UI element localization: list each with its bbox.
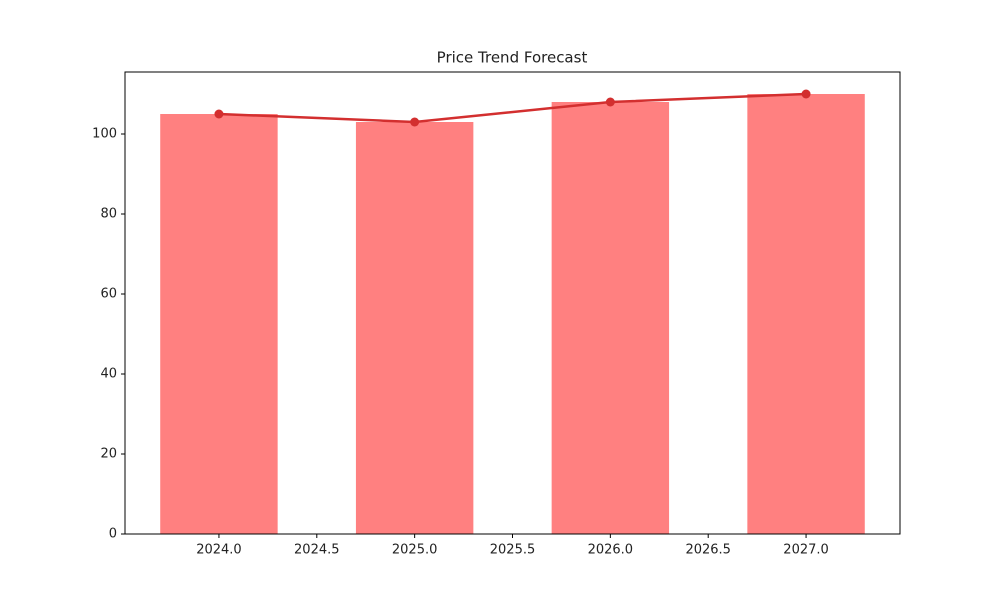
x-tick-label: 2024.5 bbox=[294, 543, 340, 558]
line-point bbox=[801, 89, 811, 99]
x-tick-label: 2026.5 bbox=[685, 543, 731, 558]
y-tick-label: 60 bbox=[100, 287, 117, 302]
line-point bbox=[214, 109, 224, 119]
y-tick-label: 80 bbox=[100, 207, 117, 222]
line-point bbox=[410, 117, 420, 127]
y-tick-label: 40 bbox=[100, 367, 117, 382]
x-tick-label: 2026.0 bbox=[588, 543, 634, 558]
plot-frame bbox=[124, 71, 901, 535]
x-tick-label: 2025.5 bbox=[490, 543, 536, 558]
bar bbox=[160, 114, 278, 534]
bar bbox=[551, 102, 670, 534]
y-tick-label: 20 bbox=[100, 447, 117, 462]
line bbox=[218, 92, 807, 124]
bar bbox=[355, 122, 474, 534]
x-tick-label: 2027.0 bbox=[783, 543, 829, 558]
line-point bbox=[605, 97, 615, 107]
x-tick-label: 2024.0 bbox=[196, 543, 242, 558]
chart-title: Price Trend Forecast bbox=[437, 49, 588, 67]
bar bbox=[747, 94, 865, 534]
y-tick-label: 100 bbox=[92, 127, 117, 142]
x-tick-label: 2025.0 bbox=[392, 543, 438, 558]
y-tick-label: 0 bbox=[109, 527, 117, 542]
